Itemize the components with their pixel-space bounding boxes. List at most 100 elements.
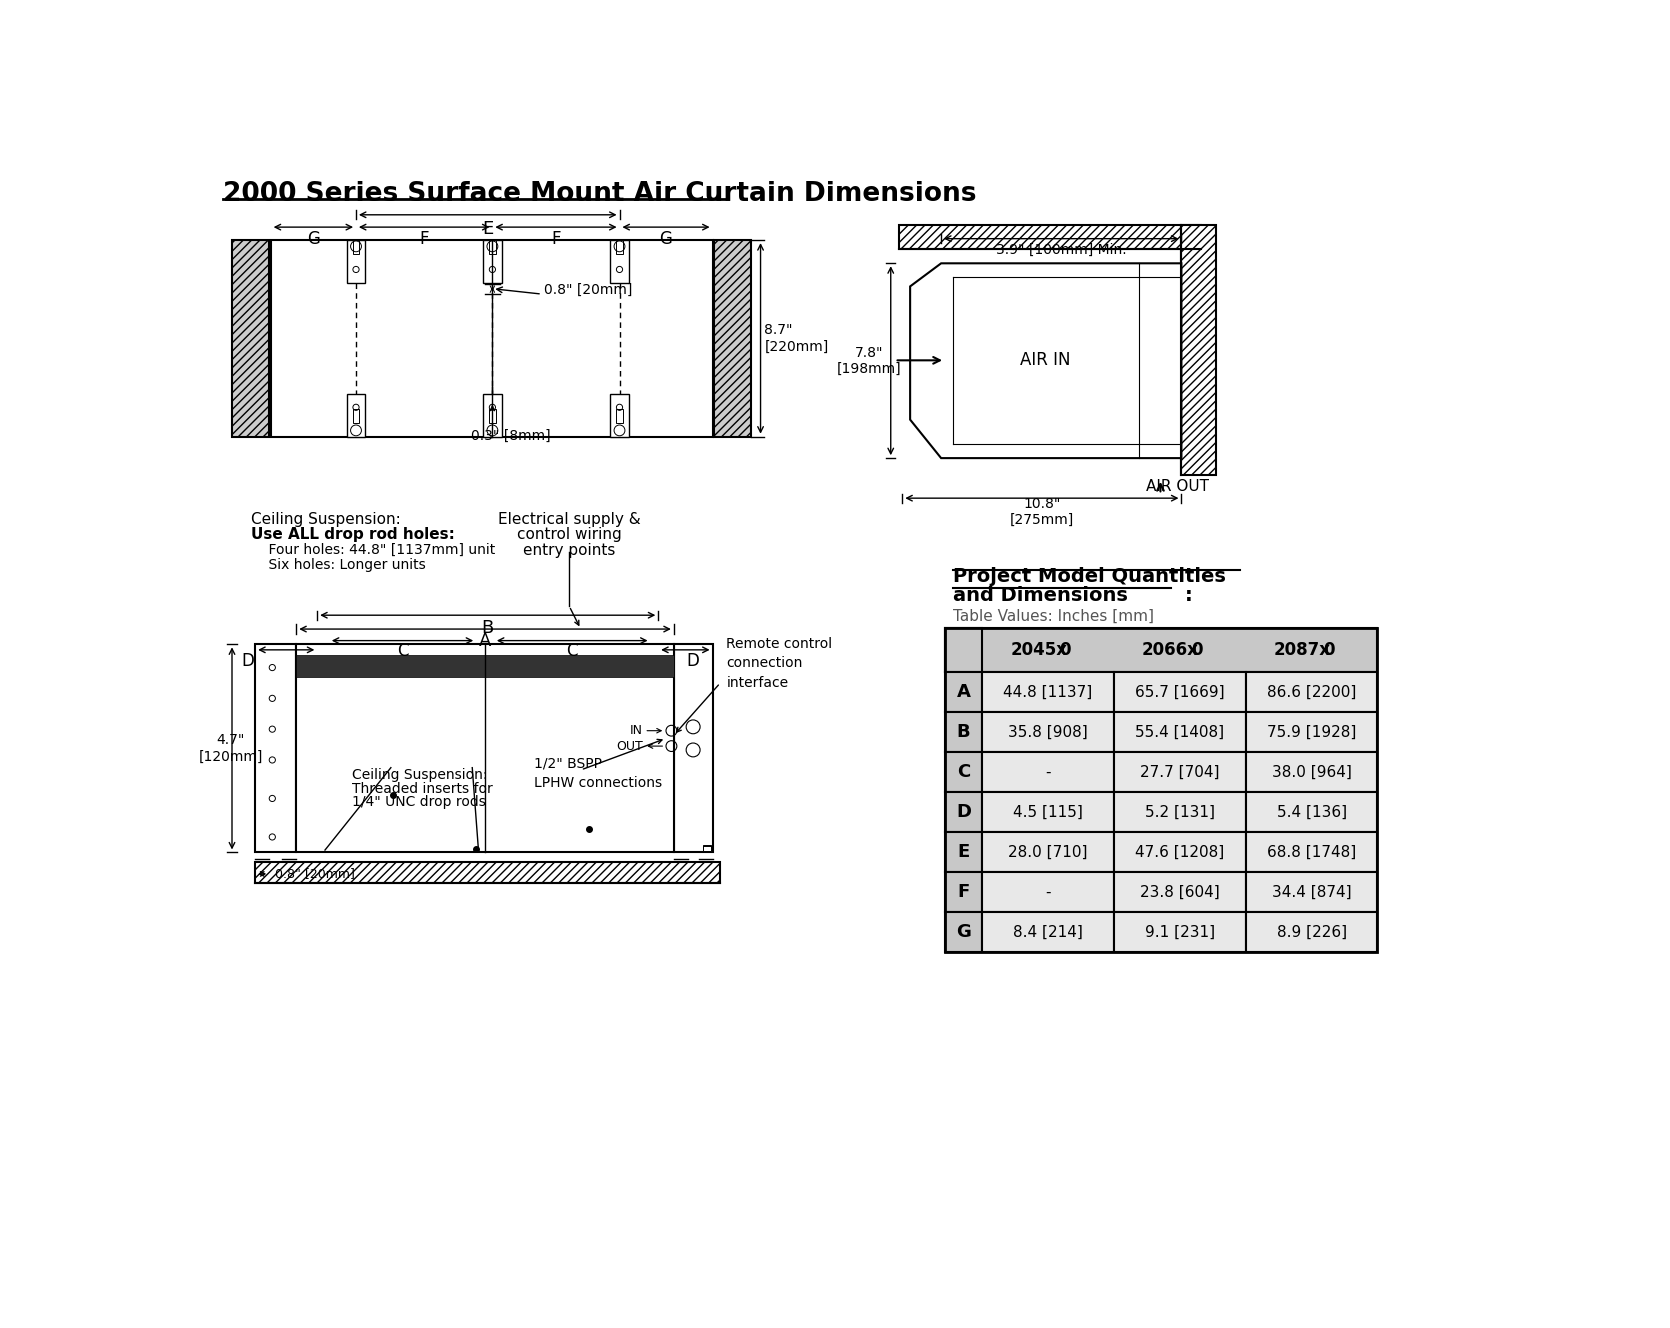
Text: E: E bbox=[957, 843, 970, 862]
Text: D: D bbox=[957, 803, 970, 821]
Bar bbox=[1246, 872, 1378, 912]
Bar bbox=[483, 240, 501, 283]
Bar bbox=[982, 712, 1114, 752]
Bar bbox=[347, 394, 366, 437]
Text: E: E bbox=[483, 219, 493, 238]
Bar bbox=[1246, 793, 1378, 833]
Bar bbox=[982, 793, 1114, 833]
Text: F: F bbox=[551, 231, 561, 248]
Bar bbox=[296, 655, 673, 677]
Bar bbox=[610, 394, 630, 437]
Polygon shape bbox=[910, 263, 1181, 458]
Text: G: G bbox=[957, 923, 970, 942]
Bar bbox=[1246, 712, 1378, 752]
Text: 75.9 [1928]: 75.9 [1928] bbox=[1268, 725, 1356, 740]
Text: A: A bbox=[957, 683, 970, 701]
Bar bbox=[1246, 833, 1378, 872]
Text: Ceiling Suspension:: Ceiling Suspension: bbox=[352, 768, 488, 782]
Bar bbox=[1114, 793, 1246, 833]
Text: 1/2" BSPP
LPHW connections: 1/2" BSPP LPHW connections bbox=[534, 756, 663, 790]
Text: B: B bbox=[481, 619, 494, 636]
Text: Remote control
connection
interface: Remote control connection interface bbox=[726, 636, 833, 689]
Text: Ceiling Suspension:: Ceiling Suspension: bbox=[252, 513, 401, 527]
Text: 3.9" [100mm] Min.: 3.9" [100mm] Min. bbox=[995, 243, 1127, 256]
Text: 8.7"
[220mm]: 8.7" [220mm] bbox=[765, 323, 828, 353]
Bar bbox=[1246, 752, 1378, 793]
Text: -: - bbox=[1045, 765, 1050, 780]
Bar bbox=[945, 912, 982, 952]
Text: C: C bbox=[957, 764, 970, 781]
Bar bbox=[1114, 672, 1246, 712]
Bar bbox=[945, 793, 982, 833]
Text: 44.8 [1137]: 44.8 [1137] bbox=[1004, 685, 1092, 700]
Text: IN: IN bbox=[630, 724, 643, 737]
Text: 2066x: 2066x bbox=[1142, 641, 1199, 659]
Text: F: F bbox=[419, 231, 429, 248]
Text: G: G bbox=[307, 231, 321, 248]
Bar bbox=[945, 628, 982, 672]
Bar bbox=[1114, 712, 1246, 752]
Text: OUT: OUT bbox=[616, 740, 643, 753]
Bar bbox=[1246, 912, 1378, 952]
Bar bbox=[945, 628, 1378, 672]
Bar bbox=[945, 628, 1378, 952]
Text: 38.0 [964]: 38.0 [964] bbox=[1271, 765, 1351, 780]
Text: 1/4" UNC drop rods: 1/4" UNC drop rods bbox=[352, 795, 486, 809]
Text: Use ALL drop rod holes:: Use ALL drop rod holes: bbox=[252, 527, 456, 542]
Bar bbox=[982, 872, 1114, 912]
Text: C: C bbox=[397, 643, 407, 660]
Text: 5.2 [131]: 5.2 [131] bbox=[1146, 805, 1214, 819]
Bar bbox=[352, 409, 359, 422]
Bar bbox=[1246, 672, 1378, 712]
Text: G: G bbox=[660, 231, 673, 248]
Text: 2087x: 2087x bbox=[1274, 641, 1331, 659]
Bar bbox=[1114, 872, 1246, 912]
Text: C: C bbox=[566, 643, 578, 660]
Bar bbox=[610, 240, 630, 283]
Bar bbox=[1114, 912, 1246, 952]
Text: 28.0 [710]: 28.0 [710] bbox=[1009, 845, 1087, 859]
Text: 5.4 [136]: 5.4 [136] bbox=[1276, 805, 1346, 819]
Bar bbox=[945, 833, 982, 872]
Bar bbox=[256, 644, 296, 853]
Text: 0.3" [8mm]: 0.3" [8mm] bbox=[471, 429, 551, 442]
Text: 86.6 [2200]: 86.6 [2200] bbox=[1268, 685, 1356, 700]
Text: 47.6 [1208]: 47.6 [1208] bbox=[1136, 845, 1224, 859]
Text: 4.5 [115]: 4.5 [115] bbox=[1014, 805, 1084, 819]
Text: 4.7"
[120mm]: 4.7" [120mm] bbox=[199, 733, 262, 764]
Bar bbox=[352, 240, 359, 254]
Text: 8.9 [226]: 8.9 [226] bbox=[1276, 924, 1346, 940]
Text: A: A bbox=[479, 632, 491, 651]
Text: entry points: entry points bbox=[523, 543, 615, 558]
Text: -: - bbox=[1045, 884, 1050, 900]
Text: Threaded inserts for: Threaded inserts for bbox=[352, 781, 493, 795]
Text: Four holes: 44.8" [1137mm] unit: Four holes: 44.8" [1137mm] unit bbox=[252, 543, 496, 556]
Bar bbox=[715, 240, 752, 437]
Bar bbox=[347, 240, 366, 283]
Text: 0: 0 bbox=[1191, 641, 1202, 659]
Text: 23.8 [604]: 23.8 [604] bbox=[1141, 884, 1219, 900]
Bar bbox=[489, 409, 496, 422]
Text: 9.1 [231]: 9.1 [231] bbox=[1144, 924, 1214, 940]
Bar bbox=[616, 240, 623, 254]
Bar bbox=[982, 752, 1114, 793]
Text: 8.4 [214]: 8.4 [214] bbox=[1014, 924, 1084, 940]
Text: F: F bbox=[957, 883, 970, 902]
Bar bbox=[673, 644, 713, 853]
Text: 10.8"
[275mm]: 10.8" [275mm] bbox=[1010, 497, 1074, 527]
Bar bbox=[483, 394, 501, 437]
Text: 55.4 [1408]: 55.4 [1408] bbox=[1136, 725, 1224, 740]
Bar bbox=[256, 862, 720, 883]
Text: 68.8 [1748]: 68.8 [1748] bbox=[1268, 845, 1356, 859]
Text: 0.8" [20mm]: 0.8" [20mm] bbox=[544, 283, 633, 297]
Bar bbox=[232, 240, 269, 437]
Bar bbox=[898, 224, 1201, 250]
Text: D: D bbox=[240, 652, 254, 669]
Bar bbox=[271, 240, 713, 437]
Text: Six holes: Longer units: Six holes: Longer units bbox=[252, 558, 426, 572]
Bar bbox=[982, 672, 1114, 712]
Bar bbox=[489, 240, 496, 254]
Text: 35.8 [908]: 35.8 [908] bbox=[1009, 725, 1087, 740]
Bar bbox=[945, 672, 982, 712]
Text: control wiring: control wiring bbox=[516, 527, 621, 542]
